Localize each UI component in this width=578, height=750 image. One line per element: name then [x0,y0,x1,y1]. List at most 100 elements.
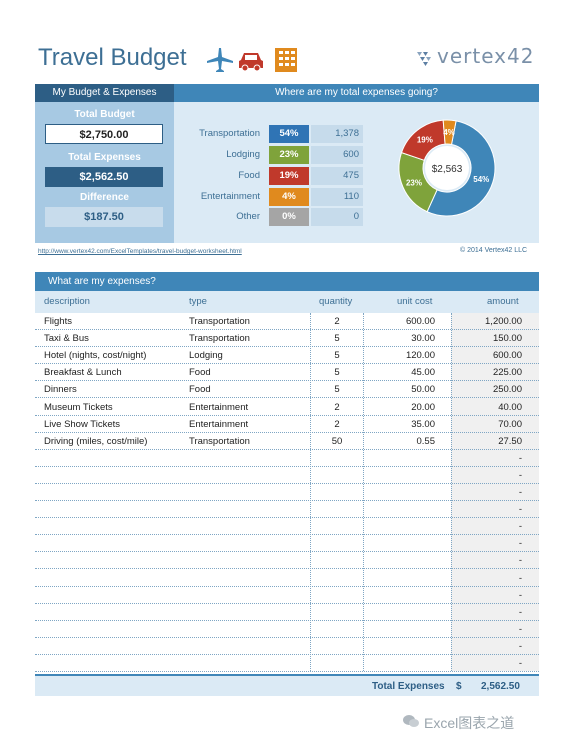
cell-description: Museum Tickets [44,401,113,413]
column-header-description: description [44,296,90,307]
cell-unit-cost: 120.00 [405,350,435,362]
table-row[interactable]: - [35,535,539,553]
cell-amount: - [518,572,522,584]
category-percent: 19% [269,167,309,185]
expenses-section-title: What are my expenses? [35,272,539,291]
cell-type: Transportation [189,316,250,327]
table-row[interactable]: - [35,552,539,570]
cell-quantity: 5 [334,367,340,379]
cell-description: Live Show Tickets [44,418,121,430]
cell-unit-cost: 600.00 [405,316,435,327]
total-expenses-row: Total Expenses $ 2,562.50 [35,674,539,696]
pie-slice-transportation [426,120,496,217]
table-row[interactable]: Taxi & Bus Transportation 5 30.00 150.00 [35,330,539,348]
brand-logo: vertex42 [415,44,533,75]
cell-unit-cost: 35.00 [411,418,435,430]
cell-description: Breakfast & Lunch [44,367,122,379]
cell-amount: - [518,538,522,550]
total-expenses-value: $2,562.50 [45,167,163,187]
cell-amount: 1,200.00 [485,316,522,327]
cell-amount: - [518,504,522,516]
total-expenses-label: Total Expenses [68,152,141,163]
cell-quantity: 50 [331,435,343,447]
summary-section-title: My Budget & Expenses [35,84,174,102]
template-link[interactable]: http://www.vertex42.com/ExcelTemplates/t… [38,248,242,255]
category-percent: 23% [269,146,309,164]
expenses-table-header: description type quantity unit cost amou… [35,291,539,313]
table-row[interactable]: Breakfast & Lunch Food 5 45.00 225.00 [35,364,539,382]
cell-amount: - [518,623,522,635]
airplane-icon [207,48,233,72]
table-row[interactable]: - [35,604,539,621]
table-row[interactable]: - [35,621,539,638]
cell-amount: - [518,640,522,652]
page-title: Travel Budget [38,44,187,71]
cell-unit-cost: 45.00 [411,367,435,379]
amount-column-shade [451,313,539,671]
table-row[interactable]: - [35,501,539,519]
cell-amount: - [518,521,522,533]
table-row[interactable]: - [35,450,539,467]
cell-amount: 150.00 [492,333,522,345]
cell-type: Entertainment [189,401,249,413]
category-name: Transportation [199,128,260,139]
cell-description: Hotel (nights, cost/night) [44,350,147,362]
column-header-type: type [189,296,207,307]
cell-unit-cost: 20.00 [411,401,435,413]
table-row[interactable]: Museum Tickets Entertainment 2 20.00 40.00 [35,399,539,416]
category-amount: 0 [311,208,363,226]
car-icon [239,53,263,72]
cell-amount: - [518,469,522,481]
total-budget-value[interactable]: $2,750.00 [45,124,163,144]
cell-amount: 600.00 [492,350,522,362]
table-row[interactable]: - [35,587,539,604]
total-expenses-footer-value: 2,562.50 [481,681,520,692]
category-name: Lodging [226,149,260,160]
watermark-text: Excel图表之道 [424,715,515,731]
category-row: Food 19% 475 [174,166,374,186]
column-header-unit-cost: unit cost [397,296,433,307]
category-name: Food [238,170,260,181]
category-row: Entertainment 4% 110 [174,187,374,207]
table-row[interactable]: - [35,484,539,501]
table-row[interactable]: - [35,655,539,672]
column-divider [310,313,311,671]
table-row[interactable]: - [35,467,539,484]
table-row[interactable]: - [35,638,539,655]
category-amount: 1,378 [311,125,363,143]
total-expenses-footer-label: Total Expenses [372,681,445,692]
cell-type: Lodging [189,350,223,362]
cell-amount: - [518,658,522,669]
cell-description: Flights [44,316,72,327]
total-budget-label: Total Budget [74,109,135,120]
category-percent: 0% [269,208,309,226]
cell-quantity: 5 [334,333,340,345]
difference-value: $187.50 [45,207,163,227]
cell-amount: - [518,487,522,498]
table-row[interactable]: Live Show Tickets Entertainment 2 35.00 70.0… [35,416,539,433]
table-row[interactable]: Dinners Food 5 50.00 250.00 [35,381,539,399]
category-row: Other 0% 0 [174,207,374,227]
copyright-text: © 2014 Vertex42 LLC [460,247,528,254]
difference-label: Difference [80,192,129,203]
column-header-quantity: quantity [319,296,353,307]
category-name: Other [236,211,260,222]
cell-type: Food [189,367,211,379]
cell-quantity: 2 [334,401,340,413]
cell-amount: - [518,555,522,567]
cell-amount: 70.00 [498,418,522,430]
category-row: Transportation 54% 1,378 [174,124,374,144]
table-row[interactable]: - [35,570,539,587]
travel-icons [207,48,297,72]
table-row[interactable]: Flights Transportation 2 600.00 1,200.00 [35,313,539,330]
table-row[interactable]: Driving (miles, cost/mile) Transportation… [35,433,539,450]
cell-amount: - [518,452,522,464]
cell-amount: - [518,589,522,601]
pie-slice-entertainment [442,119,457,146]
cell-amount: 27.50 [498,435,522,447]
table-row[interactable]: Hotel (nights, cost/night) Lodging 5 120.00… [35,347,539,365]
category-name: Entertainment [200,191,260,202]
pie-label: 23% [406,178,422,187]
table-row[interactable]: - [35,518,539,536]
cell-quantity: 5 [334,384,340,396]
